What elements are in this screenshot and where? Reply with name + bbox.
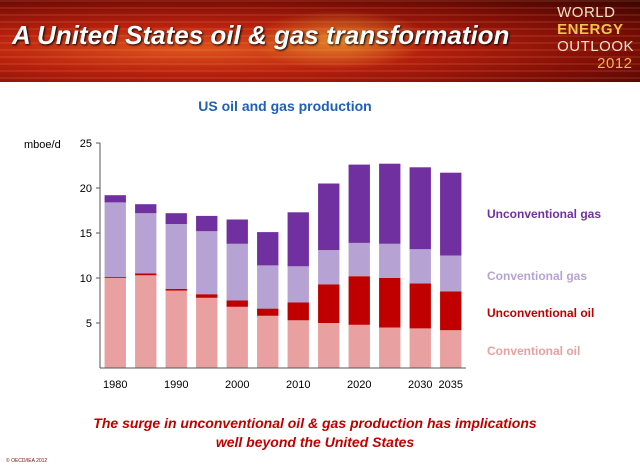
bars-group (104, 163, 462, 368)
y-axis-label: mboe/d (24, 139, 61, 151)
bar-segment-2005-series-0 (257, 315, 279, 368)
bar-segment-2020-series-0 (348, 324, 370, 368)
bar-segment-2035-series-2 (440, 255, 462, 292)
header-banner: A United States oil & gas transformation… (0, 0, 640, 82)
caption: The surge in unconventional oil & gas pr… (40, 414, 590, 452)
bar-segment-1985-series-3 (135, 204, 157, 214)
bar-segment-2030-series-3 (409, 167, 431, 250)
bar-segment-1990-series-0 (165, 290, 187, 368)
legend-unconventional-gas: Unconventional gas (487, 207, 602, 221)
bar-segment-1980-series-2 (104, 202, 126, 278)
bar-segment-2025-series-1 (379, 278, 401, 328)
caption-line-1: The surge in unconventional oil & gas pr… (93, 415, 537, 431)
y-tick-label: 15 (80, 228, 92, 240)
bar-segment-2000-series-3 (226, 219, 248, 244)
bar-segment-2005-series-1 (257, 308, 279, 316)
logo-year: 2012 (597, 55, 633, 72)
bar-segment-2010-series-2 (287, 266, 309, 303)
page-title: A United States oil & gas transformation (12, 20, 510, 50)
bar-segment-2025-series-3 (379, 163, 401, 244)
bar-segment-2025-series-2 (379, 243, 401, 278)
y-tick-label: 20 (80, 183, 92, 195)
bar-segment-2020-series-2 (348, 242, 370, 277)
bar-segment-1990-series-3 (165, 213, 187, 224)
bar-segment-2015-series-0 (318, 323, 340, 368)
bar-segment-1985-series-2 (135, 213, 157, 274)
bar-segment-2030-series-2 (409, 249, 431, 284)
legend-conventional-gas: Conventional gas (487, 269, 588, 283)
bar-segment-2000-series-0 (226, 306, 248, 368)
copyright: © OECD/IEA 2012 (6, 458, 48, 464)
logo-line-outlook: OUTLOOK (557, 38, 634, 55)
bar-segment-1990-series-1 (165, 288, 187, 291)
chart-title: US oil and gas production (198, 98, 372, 114)
bar-segment-1995-series-2 (196, 231, 218, 295)
bar-segment-1995-series-0 (196, 297, 218, 368)
y-ticks-group: 5 10 15 20 25 (80, 138, 100, 330)
legend-conventional-oil: Conventional oil (487, 344, 581, 358)
legend-unconventional-oil: Unconventional oil (487, 306, 595, 320)
bar-segment-2010-series-0 (287, 320, 309, 368)
bar-segment-1990-series-2 (165, 224, 187, 289)
weo-logo: WORLD ENERGY OUTLOOK 2012 (557, 4, 634, 72)
bar-segment-2035-series-0 (440, 330, 462, 368)
x-tick-label: 2030 (408, 379, 432, 391)
bar-segment-2015-series-1 (318, 284, 340, 323)
bar-segment-2030-series-0 (409, 328, 431, 368)
bar-segment-2025-series-0 (379, 327, 401, 368)
bar-segment-1980-series-0 (104, 278, 126, 368)
bar-segment-2015-series-3 (318, 183, 340, 251)
bar-segment-2005-series-3 (257, 232, 279, 266)
bar-segment-1980-series-3 (104, 195, 126, 203)
y-tick-label: 5 (86, 318, 92, 330)
bar-segment-2020-series-1 (348, 276, 370, 325)
logo-line-world: WORLD (557, 4, 616, 21)
x-tick-label: 2035 (439, 379, 463, 391)
bar-segment-1995-series-3 (196, 215, 218, 232)
x-tick-label: 1980 (103, 379, 127, 391)
bar-segment-2000-series-2 (226, 243, 248, 301)
bar-segment-2030-series-1 (409, 283, 431, 329)
banner-glow (250, 10, 430, 70)
bar-segment-1995-series-1 (196, 294, 218, 298)
y-tick-label: 25 (80, 138, 92, 150)
x-tick-label: 2020 (347, 379, 371, 391)
bar-segment-1980-series-1 (104, 277, 126, 278)
bar-segment-2035-series-1 (440, 291, 462, 331)
x-tick-label: 2000 (225, 379, 249, 391)
bar-segment-2020-series-3 (348, 164, 370, 243)
bar-segment-1985-series-1 (135, 273, 157, 276)
x-tick-label: 1990 (164, 379, 188, 391)
bar-segment-1985-series-0 (135, 275, 157, 368)
y-tick-label: 10 (80, 273, 92, 285)
bar-segment-2010-series-1 (287, 302, 309, 321)
bar-segment-2010-series-3 (287, 212, 309, 267)
x-ticks-group: 1980 1990 2000 2010 2020 2030 2035 (103, 379, 463, 391)
bar-segment-2000-series-1 (226, 300, 248, 307)
bar-segment-2015-series-2 (318, 250, 340, 285)
bar-segment-2035-series-3 (440, 172, 462, 256)
bar-segment-2005-series-2 (257, 265, 279, 309)
caption-line-2: well beyond the United States (215, 434, 415, 450)
logo-line-energy: ENERGY (557, 21, 624, 38)
x-tick-label: 2010 (286, 379, 310, 391)
